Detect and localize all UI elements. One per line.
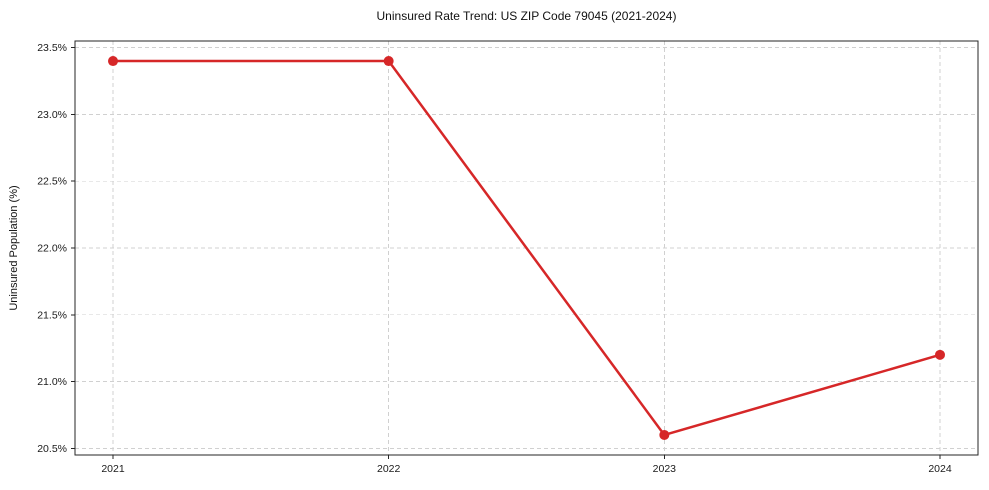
y-tick-label: 22.5% [37, 176, 67, 188]
y-tick-label: 22.0% [37, 243, 67, 255]
x-tick-label: 2022 [377, 463, 401, 475]
y-tick-label: 20.5% [37, 443, 67, 455]
trend-line [111, 59, 942, 437]
y-tick-label: 23.0% [37, 109, 67, 121]
y-tick-label: 21.5% [37, 309, 67, 321]
x-tick-label: 2024 [928, 463, 952, 475]
y-tick-label: 23.5% [37, 42, 67, 54]
data-point [108, 56, 118, 67]
data-point [659, 429, 670, 440]
data-point [935, 349, 945, 360]
x-tick-label: 2023 [653, 463, 677, 475]
x-tick-label: 2021 [101, 463, 125, 475]
data-point [383, 56, 394, 67]
chart-title: Uninsured Rate Trend: US ZIP Code 79045 … [376, 9, 677, 23]
y-tick-label: 21.0% [37, 376, 67, 388]
